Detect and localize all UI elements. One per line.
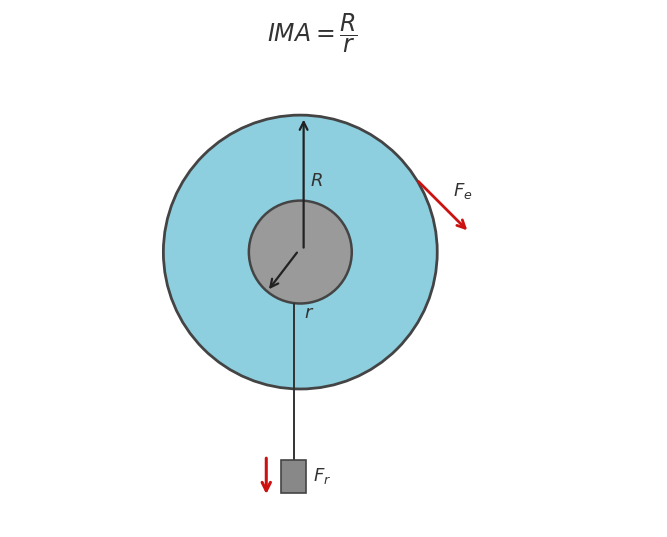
Text: r: r (304, 304, 312, 322)
Circle shape (163, 115, 438, 389)
Text: $IMA = \dfrac{R}{r}$: $IMA = \dfrac{R}{r}$ (267, 12, 358, 55)
Text: $F_e$: $F_e$ (453, 181, 472, 201)
Text: R: R (310, 172, 323, 190)
Bar (281, 460, 306, 493)
Text: $F_r$: $F_r$ (313, 466, 331, 486)
Circle shape (249, 201, 352, 303)
